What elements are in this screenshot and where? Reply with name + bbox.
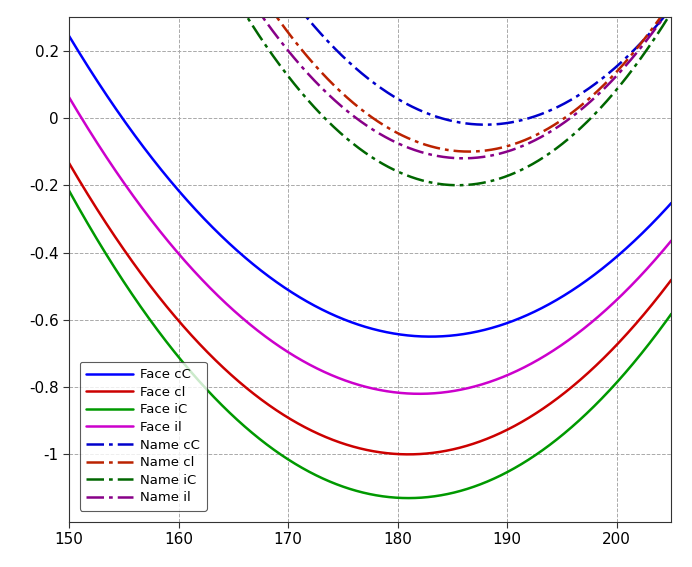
Face il xyxy=(323,370,331,377)
Legend: Face cC, Face cl, Face iC, Face il, Name cC, Name cl, Name iC, Name il: Face cC, Face cl, Face iC, Face il, Name… xyxy=(80,362,207,511)
Face iC xyxy=(157,332,165,338)
Name iC xyxy=(295,86,303,93)
Face cC xyxy=(295,294,303,301)
Name cC xyxy=(481,121,489,128)
Line: Face iC: Face iC xyxy=(47,150,692,498)
Face cC xyxy=(157,166,165,173)
Line: Face cC: Face cC xyxy=(47,0,692,337)
Face cl xyxy=(43,121,51,128)
Face cC xyxy=(617,250,625,257)
Face il xyxy=(43,56,51,63)
Name il xyxy=(459,155,467,162)
Name iC xyxy=(617,81,625,88)
Face cl xyxy=(404,451,412,458)
Name cC xyxy=(323,37,331,44)
Line: Name il: Name il xyxy=(47,0,692,158)
Face il xyxy=(617,293,625,299)
Face cl xyxy=(323,434,331,441)
Name iC xyxy=(453,182,462,189)
Name il xyxy=(295,60,303,67)
Face cl xyxy=(118,244,127,251)
Face cC xyxy=(323,309,331,316)
Face cC xyxy=(118,115,127,121)
Face cl xyxy=(295,421,303,428)
Face iC xyxy=(43,147,51,154)
Face il xyxy=(415,391,424,397)
Name iC xyxy=(323,117,331,124)
Face iC xyxy=(323,477,331,484)
Face il xyxy=(687,212,692,219)
Face iC xyxy=(404,494,412,501)
Face iC xyxy=(118,276,127,283)
Face il xyxy=(157,229,165,236)
Face il xyxy=(118,177,127,184)
Face iC xyxy=(617,375,625,382)
Face cC xyxy=(426,333,435,340)
Name il xyxy=(323,90,331,97)
Line: Name iC: Name iC xyxy=(47,0,692,185)
Face cC xyxy=(43,0,51,2)
Name cC xyxy=(617,60,625,66)
Face il xyxy=(295,356,303,362)
Name cC xyxy=(295,5,303,11)
Name cl xyxy=(295,43,303,50)
Name il xyxy=(617,68,625,75)
Face cC xyxy=(687,176,692,183)
Face cl xyxy=(157,297,165,303)
Line: Face il: Face il xyxy=(47,60,692,394)
Face iC xyxy=(687,281,692,288)
Name cl xyxy=(323,75,331,82)
Face cl xyxy=(617,337,625,344)
Line: Face cl: Face cl xyxy=(47,125,692,454)
Name cl xyxy=(617,64,625,71)
Line: Name cl: Name cl xyxy=(47,0,692,151)
Face iC xyxy=(295,463,303,469)
Name cl xyxy=(464,148,473,155)
Line: Name cC: Name cC xyxy=(47,0,692,125)
Face cl xyxy=(687,249,692,256)
